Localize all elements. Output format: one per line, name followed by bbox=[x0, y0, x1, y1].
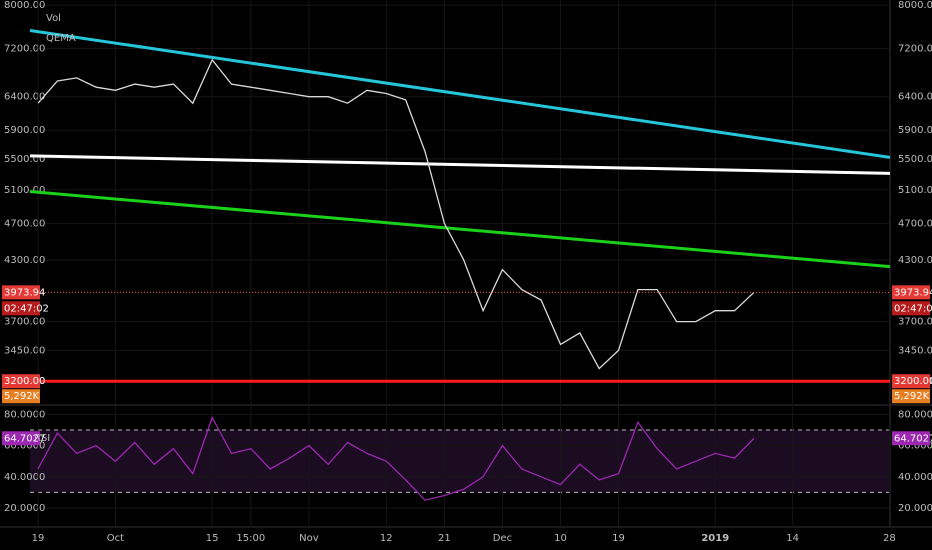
countdown-box bbox=[2, 301, 40, 316]
x-tick-label: Nov bbox=[299, 533, 319, 544]
x-tick-label: 15:00 bbox=[236, 533, 265, 544]
y-tick-label-right: 60.0000 bbox=[898, 441, 932, 452]
y-tick-label: 5500.00 bbox=[4, 154, 45, 165]
countdown-box bbox=[892, 301, 930, 316]
y-tick-label: 8000.00 bbox=[4, 0, 45, 11]
rsi-title: RSI bbox=[34, 433, 50, 444]
volume-label: 5,292K bbox=[4, 391, 40, 402]
y-tick-label: 5100.00 bbox=[4, 185, 45, 196]
last-price-box bbox=[892, 285, 930, 300]
hline-box bbox=[2, 374, 40, 389]
legend-label: QEMA bbox=[46, 33, 76, 44]
y-tick-label-right: 8000.00 bbox=[898, 0, 932, 11]
x-tick-label: 2019 bbox=[701, 533, 729, 544]
y-tick-label-right: 5500.00 bbox=[898, 154, 932, 165]
y-tick-label-right: 20.0000 bbox=[898, 503, 932, 514]
x-tick-label: 19 bbox=[612, 533, 625, 544]
x-tick-label: 10 bbox=[554, 533, 567, 544]
volume-box bbox=[2, 389, 40, 404]
trendline bbox=[29, 190, 891, 269]
y-tick-label: 3450.00 bbox=[4, 345, 45, 356]
hline-label: 3200.00 bbox=[4, 376, 45, 387]
y-tick-label-right: 3450.00 bbox=[898, 345, 932, 356]
x-tick-label: Oct bbox=[107, 533, 124, 544]
x-tick-label: 14 bbox=[786, 533, 799, 544]
y-tick-label-right: 80.0000 bbox=[898, 409, 932, 420]
trendline bbox=[29, 154, 891, 175]
hline-box bbox=[892, 374, 930, 389]
last-price-label: 3973.94 bbox=[894, 287, 932, 298]
y-tick-label-right: 5100.00 bbox=[898, 185, 932, 196]
x-tick-label: 28 bbox=[883, 533, 896, 544]
y-tick-label-right: 6400.00 bbox=[898, 92, 932, 103]
y-tick-label: 7200.00 bbox=[4, 43, 45, 54]
last-price-label: 3973.94 bbox=[4, 287, 45, 298]
rsi-value-box bbox=[892, 431, 930, 446]
legend-label: Vol bbox=[46, 13, 61, 24]
x-tick-label: 21 bbox=[438, 533, 451, 544]
y-tick-label: 6400.00 bbox=[4, 92, 45, 103]
y-tick-label: 3700.00 bbox=[4, 317, 45, 328]
y-tick-label: 20.0000 bbox=[4, 503, 45, 514]
hline-label: 3200.00 bbox=[894, 376, 932, 387]
volume-box bbox=[892, 389, 930, 404]
rsi-line bbox=[37, 415, 755, 501]
rsi-value-label: 64.7027 bbox=[4, 433, 45, 444]
x-tick-label: 12 bbox=[380, 533, 393, 544]
trendline bbox=[29, 29, 891, 159]
y-tick-label: 4300.00 bbox=[4, 255, 45, 266]
rsi-value-box bbox=[2, 431, 40, 446]
y-tick-label: 80.0000 bbox=[4, 409, 45, 420]
last-price-box bbox=[2, 285, 40, 300]
y-tick-label: 5900.00 bbox=[4, 125, 45, 136]
countdown-label: 02:47:02 bbox=[4, 303, 49, 314]
x-tick-label: 15 bbox=[206, 533, 219, 544]
y-tick-label-right: 40.0000 bbox=[898, 472, 932, 483]
y-tick-label-right: 5900.00 bbox=[898, 125, 932, 136]
y-tick-label: 40.0000 bbox=[4, 472, 45, 483]
rsi-band bbox=[30, 430, 890, 493]
rsi-value-label: 64.7027 bbox=[894, 433, 932, 444]
x-tick-label: 19 bbox=[32, 533, 45, 544]
y-tick-label-right: 7200.00 bbox=[898, 43, 932, 54]
y-tick-label-right: 4300.00 bbox=[898, 255, 932, 266]
y-tick-label: 60.0000 bbox=[4, 441, 45, 452]
y-tick-label-right: 3700.00 bbox=[898, 317, 932, 328]
y-tick-label-right: 4700.00 bbox=[898, 218, 932, 229]
price-line bbox=[37, 58, 755, 370]
countdown-label: 02:47:02 bbox=[894, 303, 932, 314]
x-tick-label: Dec bbox=[493, 533, 512, 544]
volume-label: 5,292K bbox=[894, 391, 930, 402]
y-tick-label: 4700.00 bbox=[4, 218, 45, 229]
